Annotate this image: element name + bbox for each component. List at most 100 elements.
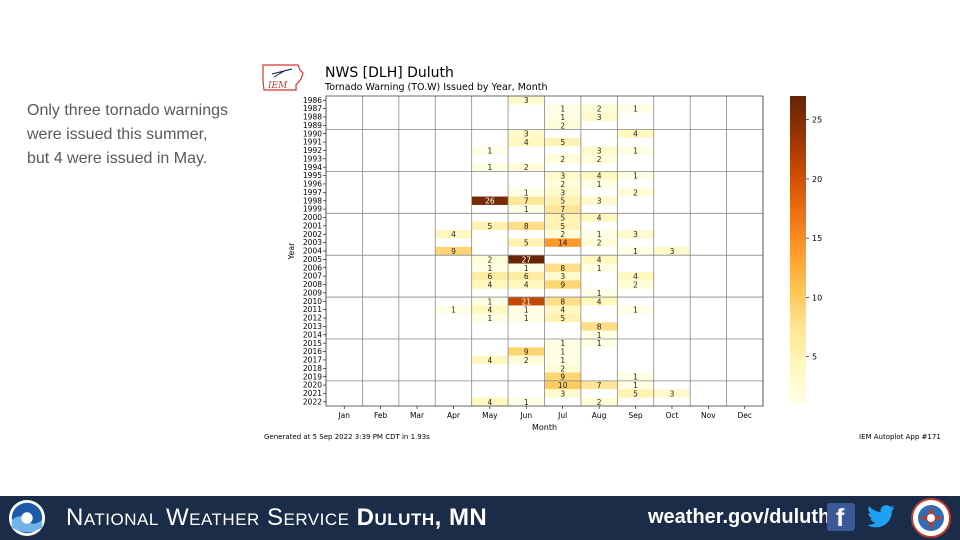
chart-subtitle: Tornado Warning (TO.W) Issued by Year, M…	[325, 82, 548, 93]
cell-value-label: 3	[597, 197, 602, 206]
y-tick-label: 2022	[303, 397, 322, 406]
heatmap-cell	[653, 246, 691, 256]
heatmap-cell	[580, 338, 618, 348]
cell-value-label: 1	[524, 314, 529, 323]
colorbar-segment	[790, 396, 806, 401]
cell-value-label: 2	[560, 180, 565, 189]
office-url-link[interactable]: weather.gov/duluth	[648, 506, 831, 528]
cell-value-label: 1	[597, 289, 602, 298]
heatmap-cell	[508, 204, 545, 214]
colorbar-segment	[790, 169, 806, 174]
colorbar-segment	[790, 269, 806, 274]
iem-logo: IEM	[262, 64, 304, 91]
colorbar-segment	[790, 126, 806, 132]
colorbar-segment	[790, 157, 806, 163]
x-tick-label: Jul	[557, 411, 567, 420]
cell-value-label: 1	[633, 172, 638, 181]
heatmap-cell	[617, 271, 654, 281]
heatmap-cell	[544, 313, 581, 323]
cell-value-label: 8	[560, 264, 565, 273]
heatmap-cell	[435, 230, 472, 239]
heatmap-cell	[435, 305, 472, 314]
heatmap-cell	[580, 397, 618, 406]
y-tick-label: 2012	[303, 314, 322, 323]
cell-value-label: 1	[487, 264, 492, 273]
colorbar-segment	[790, 176, 806, 182]
colorbar-segment	[790, 311, 806, 317]
cell-value-label: 2	[633, 281, 638, 290]
cell-value-label: 3	[524, 96, 529, 105]
colorbar-segment	[790, 353, 806, 359]
cell-value-label: 4	[524, 138, 529, 147]
x-tick-label: Jun	[519, 411, 532, 420]
colorbar-tick-label: 25	[812, 116, 822, 125]
heatmap-cell	[544, 213, 581, 222]
cell-value-label: 2	[597, 105, 602, 114]
twitter-icon[interactable]	[865, 502, 897, 532]
y-tick-label: 1996	[303, 180, 322, 189]
heatmap-cell	[508, 297, 545, 306]
cell-value-label: 1	[560, 339, 565, 348]
noaa-logo[interactable]	[8, 499, 46, 537]
colorbar-segment	[790, 327, 806, 332]
heatmap-cell	[580, 263, 618, 272]
cell-value-label: 1	[524, 188, 529, 197]
cell-value-label: 5	[560, 213, 565, 222]
heatmap-cell	[508, 397, 545, 406]
heatmap-cell	[471, 305, 509, 314]
facebook-icon[interactable]: f	[827, 503, 855, 532]
cell-value-label: 1	[633, 373, 638, 382]
generated-timestamp: Generated at 5 Sep 2022 3:39 PM CDT in 1…	[264, 433, 430, 441]
cell-value-label: 3	[633, 230, 638, 239]
heatmap-cell	[544, 104, 581, 113]
heatmap-cell	[580, 297, 618, 306]
cell-value-label: 10	[558, 381, 568, 390]
colorbar-segment	[790, 134, 806, 139]
heatmap-cell	[471, 313, 509, 323]
colorbar-segment	[790, 361, 806, 367]
cell-value-label: 1	[633, 105, 638, 114]
heatmap-cell	[580, 154, 618, 164]
y-tick-label: 2004	[303, 247, 322, 256]
nws-footer-bar: National Weather Service Duluth, MN weat…	[0, 496, 960, 540]
cell-value-label: 2	[560, 364, 565, 373]
colorbar-segment	[790, 184, 806, 189]
heatmap-cell	[580, 330, 618, 339]
heatmap-cell	[544, 271, 581, 281]
cell-value-label: 2	[597, 239, 602, 248]
colorbar-segment	[790, 350, 806, 355]
heatmap-cell	[617, 380, 654, 390]
y-tick-label: 1993	[303, 154, 322, 163]
heatmap-cell	[508, 221, 545, 231]
colorbar-segment	[790, 188, 806, 193]
colorbar-segment	[790, 122, 806, 128]
y-tick-label: 2008	[303, 280, 322, 289]
cell-value-label: 1	[633, 381, 638, 390]
heatmap-cell	[508, 129, 545, 138]
y-tick-label: 2015	[303, 339, 322, 348]
cell-value-label: 4	[633, 272, 638, 281]
nws-org-prefix: National Weather Service	[66, 504, 350, 531]
colorbar-segment	[790, 342, 806, 347]
colorbar-segment	[790, 357, 806, 363]
y-tick-label: 2010	[303, 297, 322, 306]
cell-value-label: 5	[524, 239, 529, 248]
colorbar-segment	[790, 153, 806, 159]
heatmap-cell	[544, 221, 581, 231]
cell-value-label: 9	[560, 373, 565, 382]
cell-value-label: 7	[560, 205, 565, 214]
colorbar-segment	[790, 246, 806, 251]
x-tick-label: Feb	[374, 411, 388, 420]
cell-value-label: 2	[524, 356, 529, 365]
heatmap-cell	[544, 154, 581, 164]
heatmap-cell	[544, 347, 581, 356]
heatmap-cell	[580, 179, 618, 189]
colorbar-segment	[790, 161, 806, 166]
cell-value-label: 27	[522, 255, 532, 264]
cell-value-label: 1	[524, 205, 529, 214]
x-tick-label: Apr	[447, 411, 461, 420]
nws-logo[interactable]	[911, 498, 951, 538]
colorbar-segment	[790, 219, 806, 224]
heatmap-cell	[544, 280, 581, 289]
cell-value-label: 1	[633, 146, 638, 155]
